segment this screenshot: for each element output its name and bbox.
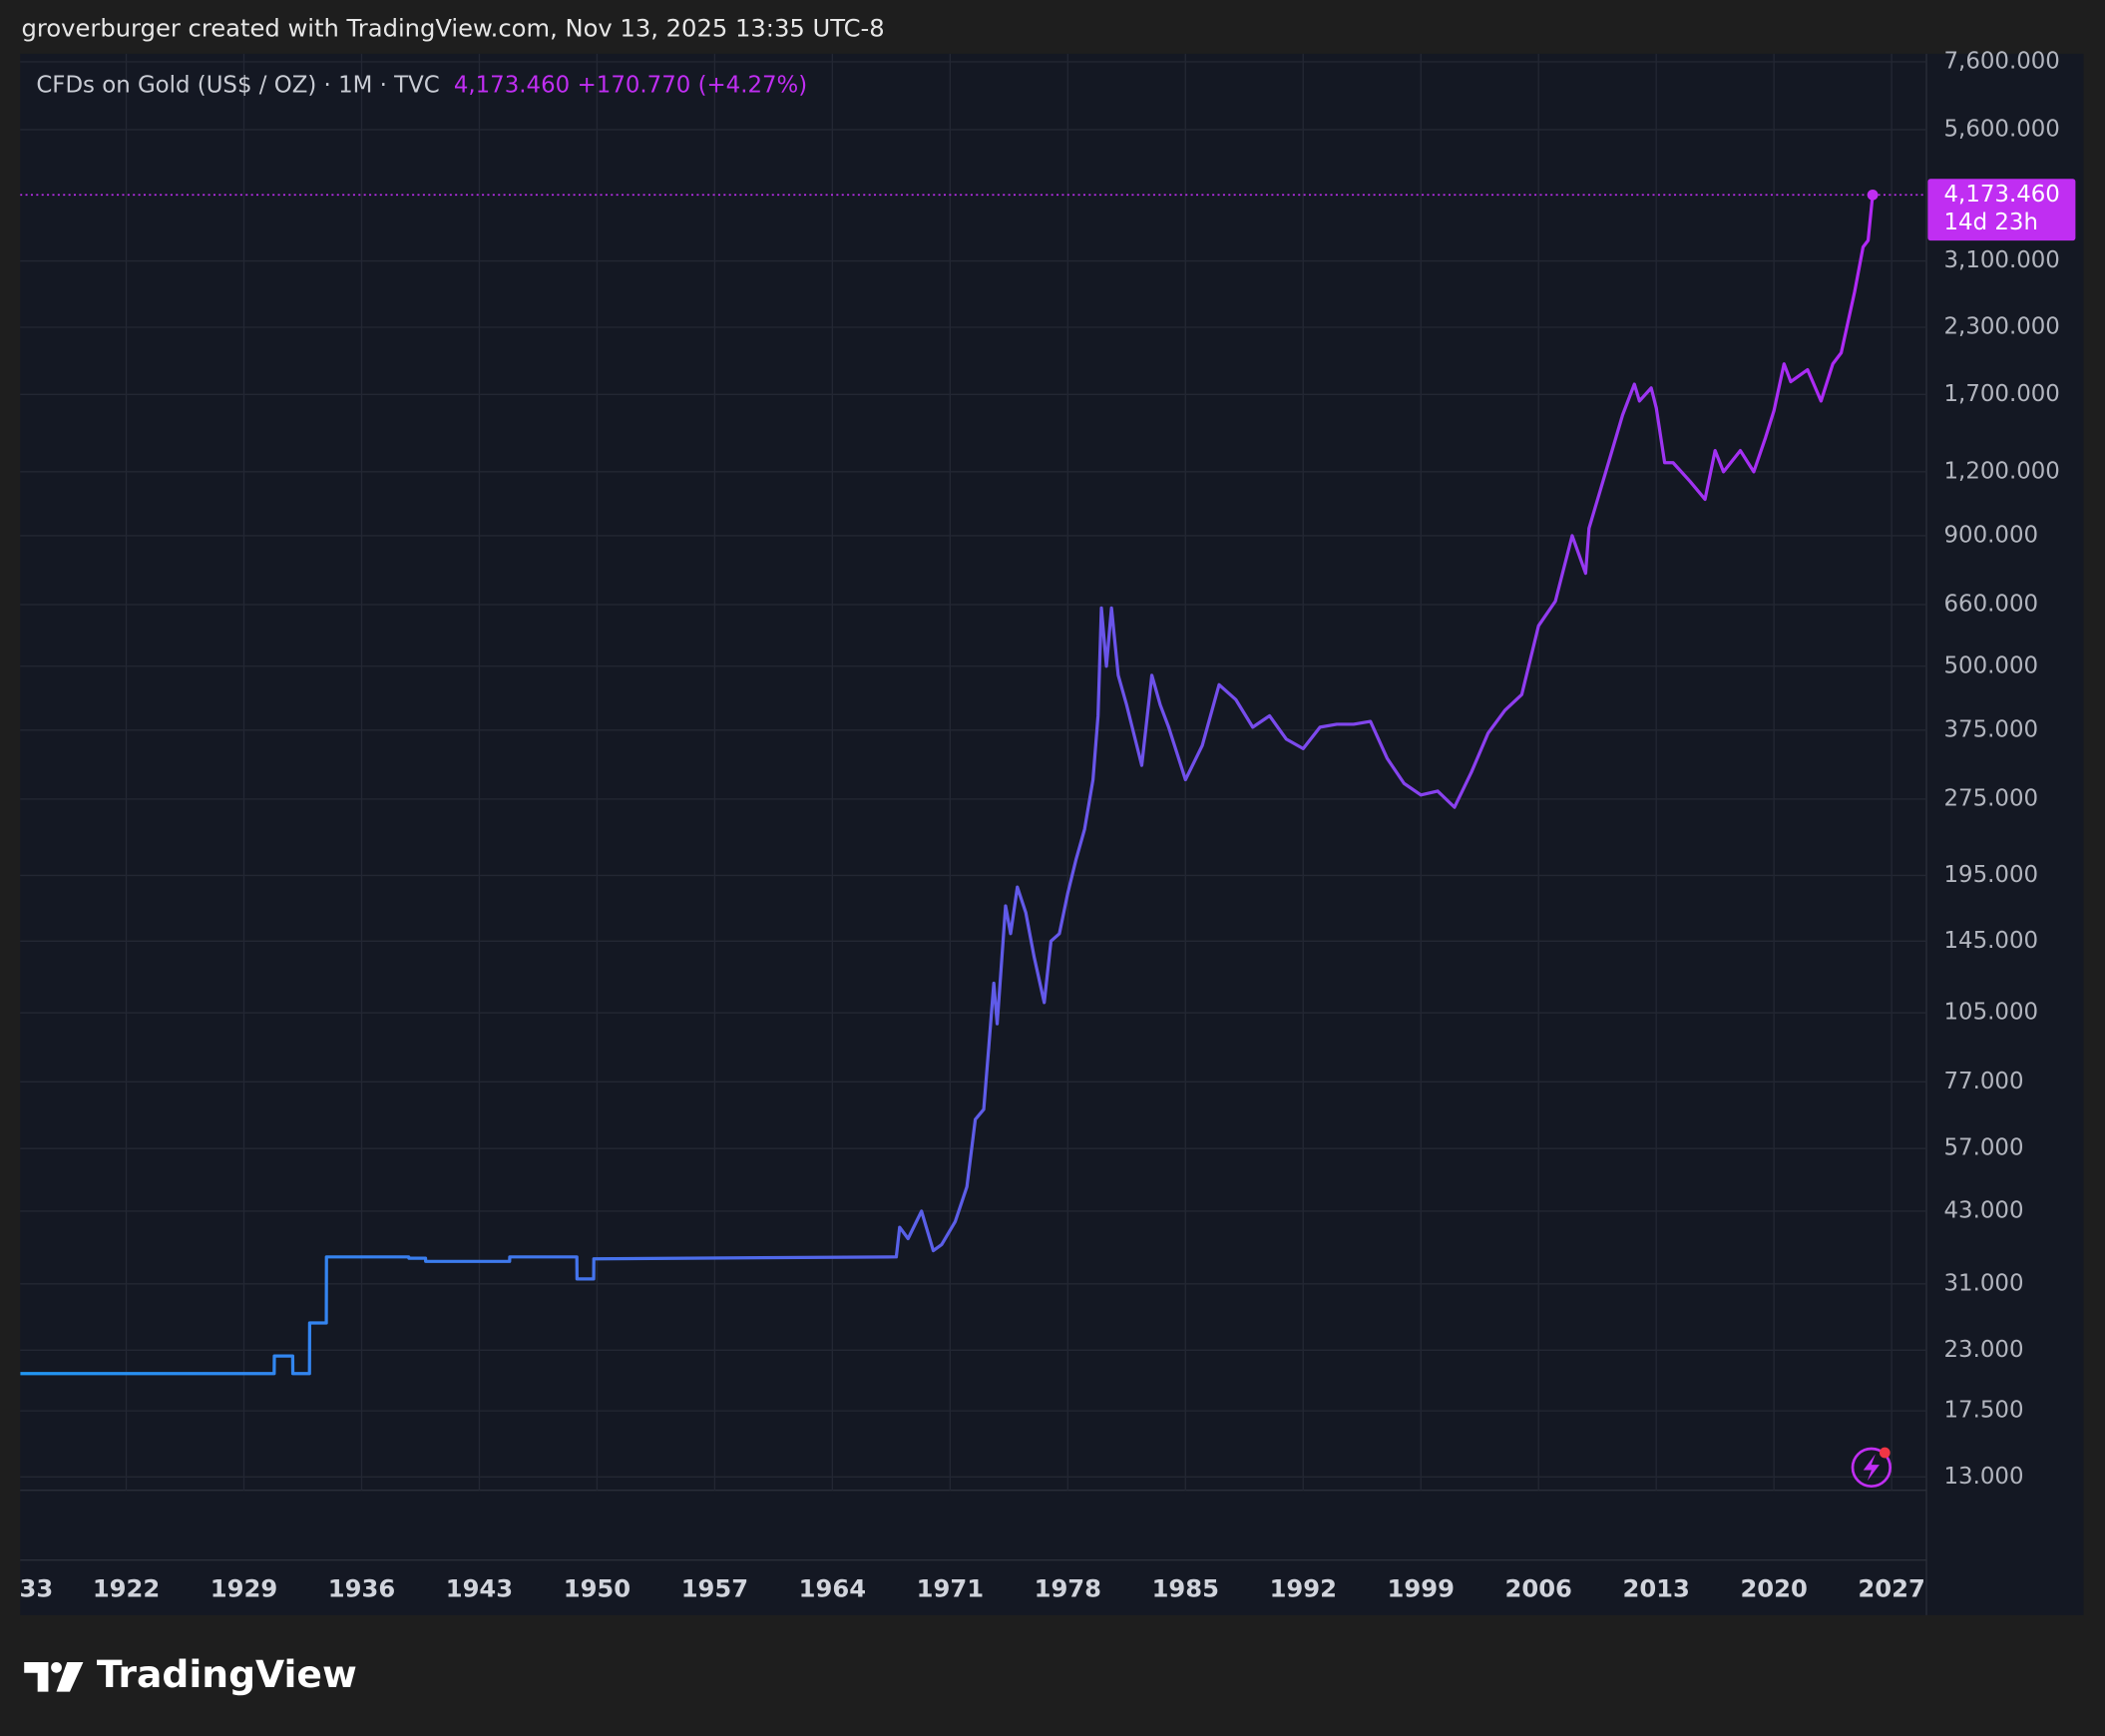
change-legend: +170.770 (+4.27%) xyxy=(578,73,808,99)
x-tick-label: 33 xyxy=(19,1574,53,1602)
x-tick-label: 2020 xyxy=(1740,1574,1807,1602)
y-tick-label: 77.000 xyxy=(1944,1069,2024,1094)
y-tick-label: 23.000 xyxy=(1944,1337,2024,1363)
chart-panel xyxy=(20,53,2084,1615)
x-tick-label: 2006 xyxy=(1505,1574,1572,1602)
brand-name: TradingView xyxy=(97,1652,357,1696)
y-tick-label: 105.000 xyxy=(1944,1000,2039,1026)
x-tick-label: 1992 xyxy=(1270,1574,1337,1602)
price-legend: 4,173.460 xyxy=(454,73,570,99)
header-title: groverburger created with TradingView.co… xyxy=(22,15,885,43)
x-tick-label: 1936 xyxy=(328,1574,395,1602)
grid xyxy=(20,53,1927,1491)
x-tick-label: 2027 xyxy=(1858,1574,1924,1602)
x-tick-label: 1943 xyxy=(446,1574,513,1602)
alert-icon[interactable] xyxy=(1851,1447,1893,1489)
y-tick-label: 17.500 xyxy=(1944,1398,2024,1424)
countdown-label: 14d 23h xyxy=(1944,210,2038,235)
y-tick-label: 5,600.000 xyxy=(1944,116,2060,142)
y-tick-label: 1,200.000 xyxy=(1944,458,2060,484)
x-tick-label: 1957 xyxy=(681,1574,748,1602)
y-tick-label: 500.000 xyxy=(1944,652,2039,678)
y-tick-label: 660.000 xyxy=(1944,591,2039,617)
y-tick-label: 2,300.000 xyxy=(1944,314,2060,340)
last-price-badge xyxy=(1927,179,2076,241)
x-tick-label: 1971 xyxy=(917,1574,984,1602)
x-tick-label: 1978 xyxy=(1035,1574,1101,1602)
last-point xyxy=(1867,189,1879,201)
y-tick-label: 275.000 xyxy=(1944,785,2039,811)
x-tick-label: 1999 xyxy=(1388,1574,1455,1602)
x-tick-label: 2013 xyxy=(1622,1574,1689,1602)
plot xyxy=(20,189,1927,1376)
x-tick-label: 1922 xyxy=(93,1574,160,1602)
brand-logo xyxy=(24,1661,84,1692)
y-tick-label: 13.000 xyxy=(1944,1464,2024,1490)
x-tick-label: 1929 xyxy=(210,1574,277,1602)
y-tick-label: 900.000 xyxy=(1944,522,2039,548)
symbol-legend: CFDs on Gold (US$ / OZ) · 1M · TVC xyxy=(36,73,439,99)
x-tick-label: 1985 xyxy=(1152,1574,1219,1602)
last-price-label: 4,173.460 xyxy=(1944,182,2060,208)
price-line xyxy=(20,195,1875,1376)
y-tick-label: 1,700.000 xyxy=(1944,381,2060,407)
y-tick-label: 3,100.000 xyxy=(1944,247,2060,273)
y-tick-label: 7,600.000 xyxy=(1944,48,2060,74)
y-tick-label: 43.000 xyxy=(1944,1197,2024,1223)
y-tick-label: 31.000 xyxy=(1944,1270,2024,1296)
axes: 13.000 17.500 23.000 31.000 43.000 57.000 77.0… xyxy=(19,48,2076,1602)
y-tick-label: 145.000 xyxy=(1944,928,2039,954)
x-tick-label: 1964 xyxy=(799,1574,866,1602)
y-tick-label: 195.000 xyxy=(1944,862,2039,888)
y-tick-label: 57.000 xyxy=(1944,1135,2024,1161)
x-tick-label: 1950 xyxy=(564,1574,631,1602)
y-tick-label: 375.000 xyxy=(1944,716,2039,742)
